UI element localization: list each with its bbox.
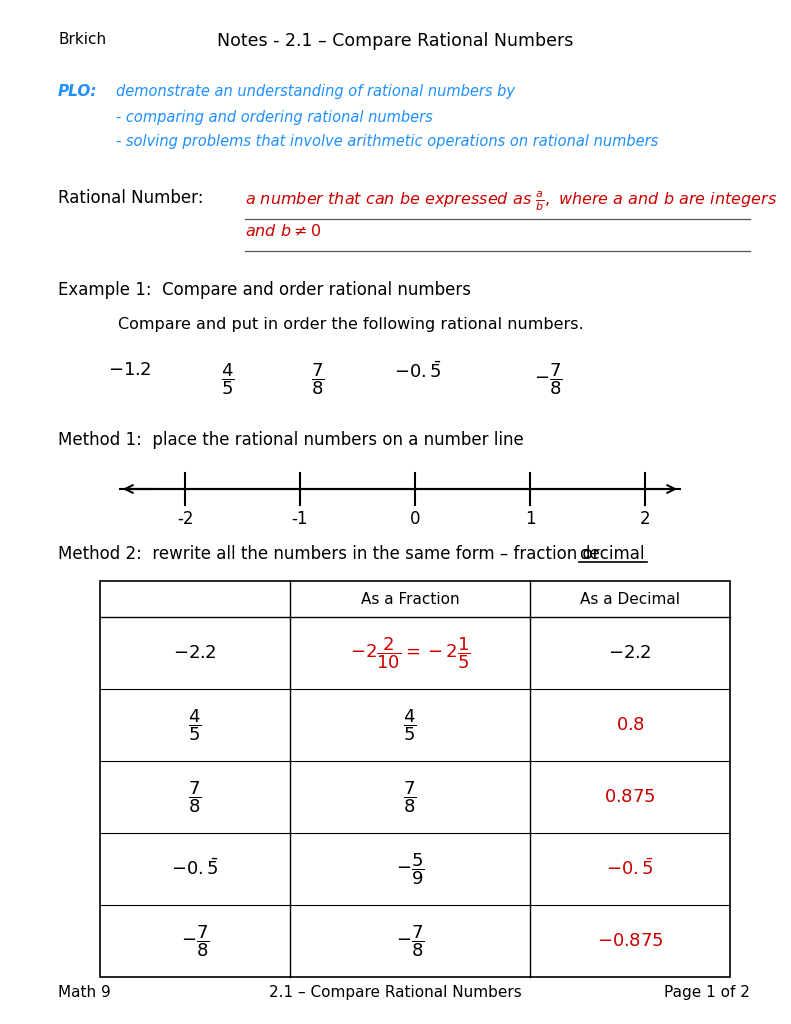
Text: $-2\dfrac{2}{10} = -2\dfrac{1}{5}$: $-2\dfrac{2}{10} = -2\dfrac{1}{5}$ [350,635,471,671]
Text: Example 1:  Compare and order rational numbers: Example 1: Compare and order rational nu… [58,281,471,299]
Text: As a Decimal: As a Decimal [580,592,680,606]
Text: - solving problems that involve arithmetic operations on rational numbers: - solving problems that involve arithmet… [116,134,658,150]
Text: demonstrate an understanding of rational numbers by: demonstrate an understanding of rational… [116,84,515,99]
Text: 2.1 – Compare Rational Numbers: 2.1 – Compare Rational Numbers [269,985,521,1000]
Text: $-2.2$: $-2.2$ [608,644,652,662]
Text: - comparing and ordering rational numbers: - comparing and ordering rational number… [116,110,433,125]
Text: $-\dfrac{7}{8}$: $-\dfrac{7}{8}$ [396,924,424,958]
Text: $0.875$: $0.875$ [604,788,656,806]
Text: Notes - 2.1 – Compare Rational Numbers: Notes - 2.1 – Compare Rational Numbers [217,32,573,50]
Text: $-0.\bar{5}$: $-0.\bar{5}$ [606,859,654,880]
Text: $-1.2$: $-1.2$ [108,361,151,379]
Text: PLO:: PLO: [58,84,97,99]
Text: $\dfrac{4}{5}$: $\dfrac{4}{5}$ [221,361,235,396]
Text: 1: 1 [524,510,536,528]
Text: $\dfrac{7}{8}$: $\dfrac{7}{8}$ [403,779,417,815]
Text: -1: -1 [292,510,308,528]
Text: $-0.875$: $-0.875$ [596,932,664,950]
Text: $\dfrac{7}{8}$: $\dfrac{7}{8}$ [312,361,325,396]
Text: $-0.\bar{5}$: $-0.\bar{5}$ [171,859,219,880]
Text: $-2.2$: $-2.2$ [173,644,217,662]
Text: decimal: decimal [579,545,645,563]
Text: $\dfrac{4}{5}$: $\dfrac{4}{5}$ [403,708,417,742]
Text: $\dfrac{7}{8}$: $\dfrac{7}{8}$ [188,779,202,815]
Text: $\it{and\ } b \neq 0$: $\it{and\ } b \neq 0$ [245,223,321,239]
Text: $\it{a\ number\ that\ can\ be\ expressed\ as\ } \frac{a}{b} \it{,\ where\ a\ and: $\it{a\ number\ that\ can\ be\ expressed… [245,189,777,213]
Text: Method 2:  rewrite all the numbers in the same form – fraction or: Method 2: rewrite all the numbers in the… [58,545,605,563]
Text: $-0.\bar{5}$: $-0.\bar{5}$ [394,361,442,382]
Text: Page 1 of 2: Page 1 of 2 [664,985,750,1000]
Text: $-\dfrac{5}{9}$: $-\dfrac{5}{9}$ [396,851,424,887]
Text: Compare and put in order the following rational numbers.: Compare and put in order the following r… [118,317,584,332]
Text: $0.8$: $0.8$ [615,716,645,734]
Text: -2: -2 [176,510,193,528]
Text: Rational Number:: Rational Number: [58,189,203,207]
Text: 0: 0 [410,510,420,528]
Text: As a Fraction: As a Fraction [361,592,460,606]
Text: $\dfrac{4}{5}$: $\dfrac{4}{5}$ [188,708,202,742]
Text: 2: 2 [640,510,650,528]
Text: Math 9: Math 9 [58,985,111,1000]
Text: Brkich: Brkich [58,32,106,47]
Text: $-\dfrac{7}{8}$: $-\dfrac{7}{8}$ [534,361,562,396]
Text: Method 1:  place the rational numbers on a number line: Method 1: place the rational numbers on … [58,431,524,449]
Text: $-\dfrac{7}{8}$: $-\dfrac{7}{8}$ [180,924,210,958]
